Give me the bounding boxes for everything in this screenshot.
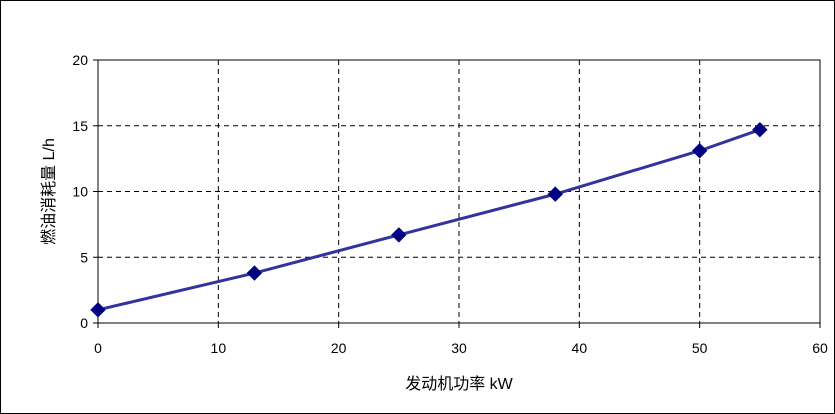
data-point-marker [246,265,263,281]
y-tick-label: 20 [72,52,88,68]
series-line [97,128,761,312]
grid-lines [98,60,820,323]
data-point-marker [547,186,563,202]
tick-labels: 0 10 20 30 40 50 60 0 5 10 15 20 [72,52,828,356]
x-tick-label: 50 [692,340,708,356]
data-point-marker [691,143,708,159]
y-tick-label: 0 [80,315,88,331]
x-tick-label: 10 [211,340,227,356]
x-axis-title: 发动机功率 kW [405,375,513,393]
x-tick-label: 30 [451,340,467,356]
y-tick-label: 10 [72,184,88,200]
x-tick-label: 40 [572,340,588,356]
data-point-marker [391,227,407,243]
data-point-marker [752,121,768,138]
y-axis-title: 燃油消耗量 L/h [40,138,58,245]
data-series [90,121,768,318]
axis-ticks [93,59,821,328]
y-tick-label: 15 [72,118,88,134]
x-tick-label: 20 [331,340,347,356]
y-tick-label: 5 [80,249,88,265]
data-point-marker [90,302,106,318]
x-tick-label: 60 [812,340,828,356]
x-tick-label: 0 [94,340,102,356]
